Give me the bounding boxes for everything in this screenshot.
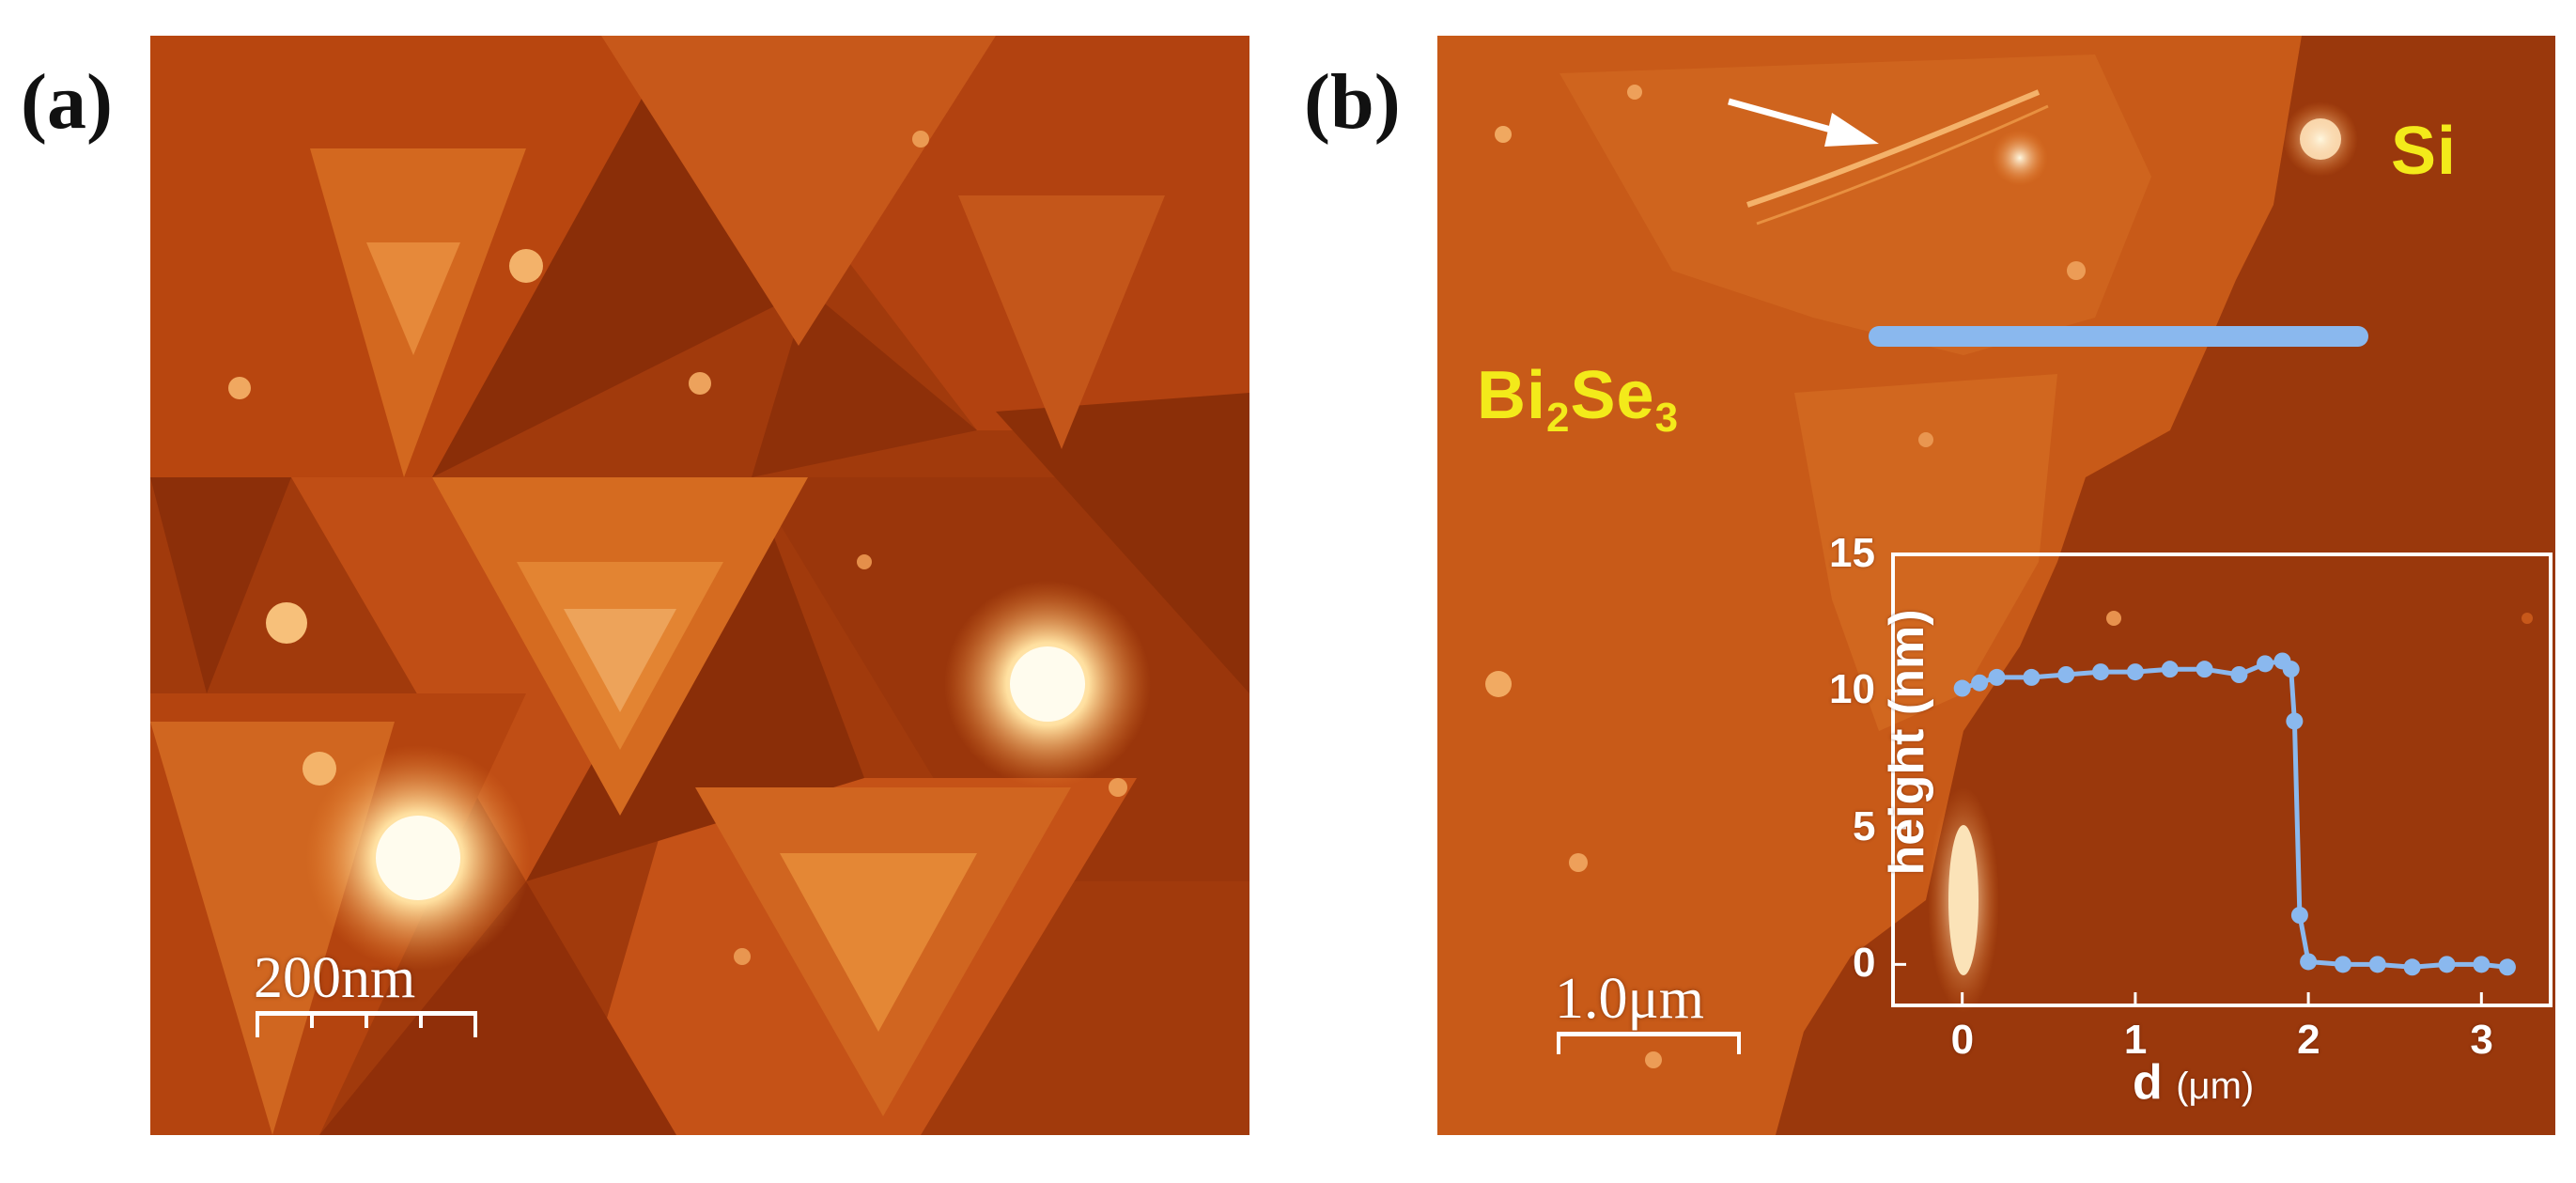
panel-label-a: (a) bbox=[21, 58, 113, 146]
x-tick-label: 0 bbox=[1950, 1017, 1975, 1063]
profile-point bbox=[2092, 663, 2110, 681]
profile-point bbox=[2057, 666, 2075, 683]
afm-image-a bbox=[150, 36, 1249, 1135]
y-axis-label: height (nm) bbox=[1880, 609, 1934, 876]
profile-point bbox=[2300, 953, 2318, 971]
profile-point bbox=[2282, 661, 2300, 678]
profile-point bbox=[2230, 666, 2248, 683]
scale-bar-a-label: 200nm bbox=[254, 946, 416, 1010]
scale-bar-a: 200nm bbox=[254, 949, 479, 1046]
profile-point bbox=[2473, 956, 2491, 973]
scale-bar-b: 1.0μm bbox=[1555, 970, 1743, 1061]
profile-point bbox=[2368, 956, 2386, 973]
label-bi2se3: Bi2Se3 bbox=[1477, 357, 1679, 442]
x-axis-label: d (μm) bbox=[2133, 1055, 2255, 1110]
profile-point bbox=[2126, 663, 2144, 681]
profile-point bbox=[2257, 655, 2274, 673]
profile-point bbox=[2334, 956, 2351, 973]
y-tick-label: 0 bbox=[1853, 940, 1876, 987]
scale-bar-b-label: 1.0μm bbox=[1555, 967, 1704, 1031]
profile-point bbox=[2498, 958, 2516, 976]
label-bi2se3-sub2: 3 bbox=[1654, 395, 1680, 441]
profile-point bbox=[2438, 956, 2456, 973]
scale-bar-b-ruler bbox=[1557, 1032, 1741, 1054]
y-tick-label: 5 bbox=[1853, 802, 1876, 849]
x-tick-label: 3 bbox=[2470, 1017, 2493, 1063]
profile-series-line bbox=[1961, 658, 2508, 970]
profile-point bbox=[2403, 958, 2421, 976]
profile-point bbox=[1971, 674, 1989, 692]
panel-label-b: (b) bbox=[1304, 58, 1401, 146]
profile-point bbox=[2290, 907, 2308, 924]
x-tick-label: 2 bbox=[2297, 1017, 2320, 1063]
chart-frame bbox=[1891, 553, 2553, 1007]
x-axis-unit: (μm) bbox=[2176, 1066, 2255, 1107]
x-tick-label: 1 bbox=[2123, 1017, 2148, 1063]
profile-point bbox=[2161, 661, 2179, 678]
y-tick-label: 10 bbox=[1829, 666, 1875, 713]
profile-point bbox=[2286, 712, 2304, 730]
profile-point bbox=[2023, 668, 2041, 686]
y-tick-label: 15 bbox=[1829, 530, 1875, 576]
scale-bar-a-ruler bbox=[256, 1011, 477, 1037]
profile-point bbox=[2196, 661, 2213, 678]
label-bi2se3-bi: Bi bbox=[1477, 358, 1546, 433]
profile-point bbox=[1988, 668, 2006, 686]
height-profile-chart bbox=[1891, 553, 2553, 1007]
label-si: Si bbox=[2391, 114, 2458, 189]
afm-image-b bbox=[1437, 36, 2555, 1135]
label-bi2se3-sub1: 2 bbox=[1546, 395, 1571, 441]
profile-point bbox=[1953, 679, 1971, 697]
label-bi2se3-se: Se bbox=[1570, 358, 1655, 433]
